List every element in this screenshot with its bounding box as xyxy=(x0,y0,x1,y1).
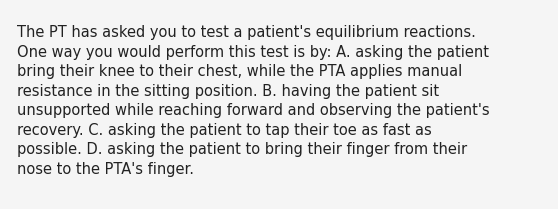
Text: The PT has asked you to test a patient's equilibrium reactions.
One way you woul: The PT has asked you to test a patient's… xyxy=(17,25,489,177)
